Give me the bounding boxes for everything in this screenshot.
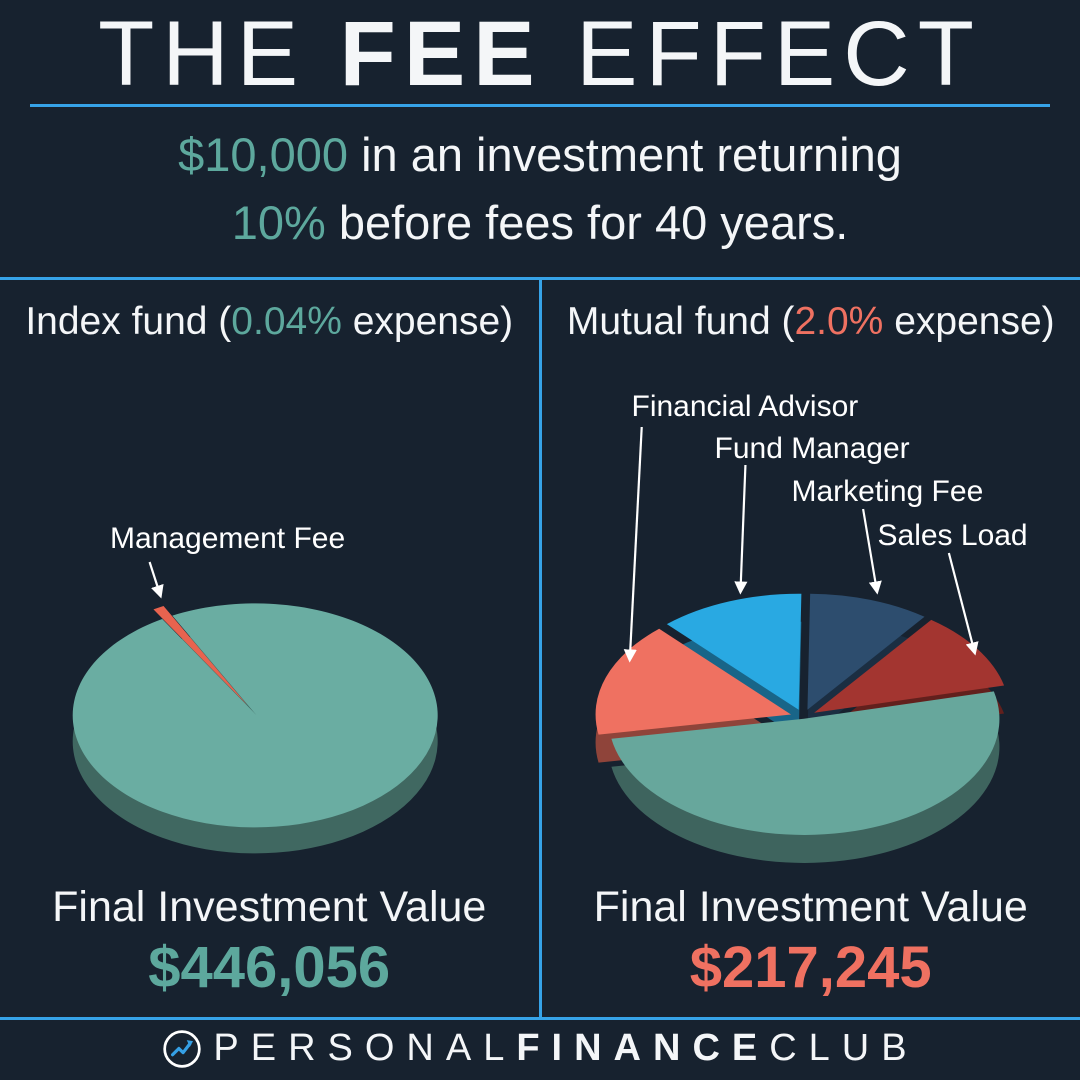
- mutual-fund-heading: Mutual fund (2.0% expense): [542, 300, 1080, 344]
- page-title: THE FEE EFFECT: [0, 0, 1080, 104]
- index-fund-pie-chart: [0, 280, 539, 1017]
- index-fund-heading: Index fund (0.04% expense): [0, 300, 539, 344]
- divider-bottom: [0, 1017, 1080, 1020]
- subtitle-line-2: 10% before fees for 40 years.: [0, 189, 1080, 257]
- index-fund-heading-post: expense): [341, 300, 514, 343]
- financial-advisor-label: Financial Advisor: [631, 390, 859, 423]
- mutual-fund-final-label: Final Investment Value: [593, 883, 1028, 931]
- subtitle-line2-text: before fees for 40 years.: [325, 196, 849, 250]
- mutual-fund-expense-ratio: 2.0%: [794, 300, 884, 343]
- brand-finance: FINANCE: [516, 1027, 770, 1069]
- subtitle-amount: $10,000: [178, 128, 349, 181]
- index-fund-final-label: Final Investment Value: [52, 883, 487, 931]
- mutual-fund-heading-pre: Mutual fund (: [566, 300, 795, 343]
- footer: PERSONALFINANCECLUB: [0, 1020, 1080, 1077]
- index-fund-heading-pre: Index fund (: [25, 300, 232, 343]
- title-word-the: THE: [98, 3, 307, 105]
- divider-middle: [0, 277, 1080, 280]
- subtitle-rate: 10%: [231, 196, 326, 250]
- subtitle: $10,000 in an investment returning 10% b…: [0, 107, 1080, 277]
- brand-club: CLUB: [769, 1027, 919, 1069]
- personal-finance-club-logo-icon: [163, 1029, 202, 1068]
- index-fund-panel: Index fund (0.04% expense) Management Fe…: [0, 280, 539, 1017]
- index-fund-final-value: $446,056: [148, 935, 391, 1000]
- mutual-fund-pie-chart: [542, 280, 1080, 1017]
- brand-personal: PERSONAL: [213, 1027, 517, 1069]
- title-word-effect: EFFECT: [576, 3, 982, 105]
- title-word-fee: FEE: [339, 3, 543, 105]
- fund-manager-label: Fund Manager: [714, 432, 910, 465]
- marketing-fee-label: Marketing Fee: [791, 475, 984, 508]
- sales-load-label: Sales Load: [877, 519, 1028, 552]
- brand-wordmark: PERSONALFINANCECLUB: [213, 1027, 918, 1070]
- subtitle-line1-text: in an investment returning: [348, 128, 902, 181]
- mutual-fund-heading-post: expense): [883, 300, 1055, 343]
- index-fund-expense-ratio: 0.04%: [231, 300, 342, 343]
- subtitle-line-1: $10,000 in an investment returning: [0, 121, 1080, 189]
- comparison-panels: Index fund (0.04% expense) Management Fe…: [0, 280, 1080, 1017]
- mutual-fund-panel: Mutual fund (2.0% expense) Financial Adv…: [538, 280, 1080, 1017]
- mutual-fund-final-value: $217,245: [689, 935, 932, 1000]
- management-fee-label: Management Fee: [110, 522, 346, 555]
- divider-top: [30, 104, 1050, 107]
